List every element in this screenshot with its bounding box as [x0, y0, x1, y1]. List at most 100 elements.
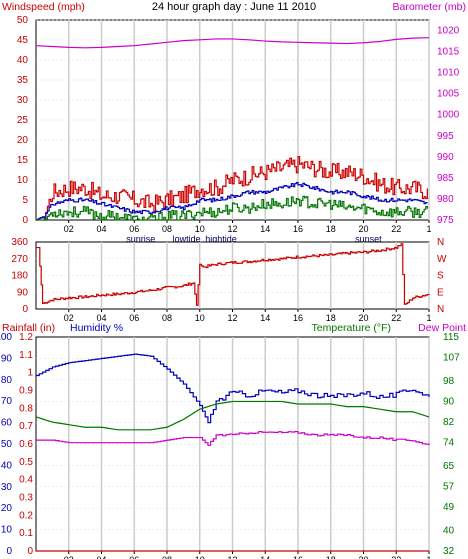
x-tick-label: 12 — [227, 313, 237, 323]
x-tick-label: 08 — [162, 224, 172, 234]
y-tick-label-rainfall: 0.7 — [19, 421, 33, 432]
axis-label-humidity: Humidity % — [70, 322, 123, 334]
x-tick-label: 06 — [129, 313, 139, 323]
y-tick-label-temperature: 74 — [443, 438, 455, 449]
x-tick-label: 20 — [358, 555, 368, 559]
x-tick-label: 10 — [195, 313, 205, 323]
y-tick-label-windspeed: 5 — [22, 195, 28, 206]
x-tick-label: 16 — [293, 224, 303, 234]
series-line-average — [36, 181, 428, 221]
x-tick-label: 04 — [96, 224, 106, 234]
x-tick-label: 12 — [227, 224, 237, 234]
y-tick-label-direction: 360 — [11, 237, 28, 248]
y-tick-label-windspeed: 0 — [22, 215, 28, 226]
y-tick-label-temperature: 49 — [443, 502, 455, 513]
y-tick-label-humidity: 80 — [1, 375, 13, 386]
y-tick-label-direction: 0 — [22, 304, 28, 315]
y-tick-label-temperature: 98 — [443, 376, 455, 387]
y-tick-label-barometer: 1010 — [437, 68, 460, 79]
x-event-marker-sunrise: sunrise — [126, 234, 155, 244]
y-tick-label-rainfall: 0 — [27, 546, 33, 557]
x-tick-label: 18 — [326, 313, 336, 323]
y-tick-label-barometer: 1015 — [437, 47, 460, 58]
x-tick-label: 20 — [358, 224, 368, 234]
axis-label-rainfall: Rainfall (in) — [2, 322, 55, 334]
y-tick-label-humidity: 100 — [0, 332, 12, 343]
chart-title: 24 hour graph day : June 11 2010 — [152, 1, 316, 13]
x-tick-label: 12 — [227, 555, 237, 559]
y-tick-label-barometer: 995 — [437, 131, 454, 142]
x-tick-label: 16 — [293, 313, 303, 323]
series-line-temperature — [35, 400, 430, 431]
y-tick-label-windspeed: 25 — [17, 115, 29, 126]
y-tick-label-humidity: 10 — [1, 525, 13, 536]
x-tick-label: 10 — [195, 224, 205, 234]
y-tick-label-humidity: 20 — [1, 503, 13, 514]
y-tick-label-barometer: 975 — [437, 215, 454, 226]
y-tick-label-rainfall: 0.2 — [19, 510, 33, 521]
y-tick-label-rainfall: 1.1 — [19, 350, 33, 361]
y-tick-label-windspeed: 45 — [17, 35, 29, 46]
x-tick-label: 14 — [260, 224, 270, 234]
y-tick-label-temperature: 82 — [443, 417, 455, 428]
series-line-barometer — [35, 37, 430, 49]
x-tick-label: 08 — [162, 313, 172, 323]
axis-label-barometer: Barometer (mb) — [392, 1, 466, 13]
y-tick-label-humidity: 50 — [1, 439, 13, 450]
x-tick-label: 22 — [391, 555, 401, 559]
y-tick-label-windspeed: 50 — [17, 15, 29, 26]
y-tick-label-compass: N — [437, 304, 444, 315]
y-tick-label-rainfall: 0.3 — [19, 493, 33, 504]
x-tick-label: 1 — [426, 224, 431, 234]
y-tick-label-compass: E — [437, 287, 444, 298]
y-tick-label-temperature: 115 — [443, 332, 459, 343]
series-line-speed — [36, 195, 428, 221]
x-event-marker-sunset: sunset — [355, 234, 382, 244]
y-tick-label-direction: 180 — [11, 271, 28, 282]
x-tick-label: 04 — [96, 313, 106, 323]
x-tick-label: 02 — [64, 313, 74, 323]
x-tick-label: 1 — [426, 313, 431, 323]
x-tick-label: 16 — [293, 555, 303, 559]
y-tick-label-rainfall: 1 — [27, 368, 33, 379]
x-tick-label: 04 — [96, 555, 106, 559]
y-tick-label-windspeed: 10 — [17, 175, 29, 186]
x-tick-label: 10 — [195, 555, 205, 559]
y-tick-label-rainfall: 0.1 — [19, 528, 33, 539]
y-tick-label-windspeed: 35 — [17, 75, 29, 86]
y-tick-label-windspeed: 20 — [17, 135, 29, 146]
x-event-marker-hightide: hightide — [205, 234, 237, 244]
axis-label-dewpoint: Dew Point — [418, 322, 466, 334]
y-tick-label-rainfall: 0.4 — [19, 475, 33, 486]
y-tick-label-humidity: 30 — [1, 482, 13, 493]
y-tick-label-barometer: 1005 — [437, 89, 460, 100]
series-line-dewpoint — [36, 430, 430, 446]
y-tick-label-barometer: 985 — [437, 173, 454, 184]
x-tick-label: 02 — [64, 555, 74, 559]
x-tick-label: 06 — [129, 224, 139, 234]
y-tick-label-barometer: 980 — [437, 194, 454, 205]
x-event-marker-lowtide: lowtide — [173, 234, 201, 244]
y-tick-label-barometer: 1000 — [437, 110, 460, 121]
x-tick-label: 08 — [162, 555, 172, 559]
y-tick-label-direction: 270 — [11, 254, 28, 265]
series-line-humidity — [36, 353, 430, 424]
y-tick-label-temperature: 107 — [443, 353, 460, 364]
x-tick-label: 22 — [391, 313, 401, 323]
y-tick-label-windspeed: 15 — [17, 155, 29, 166]
y-tick-label-humidity: 90 — [1, 353, 13, 364]
series-line-direction — [36, 243, 430, 306]
x-tick-label: 14 — [260, 555, 270, 559]
axis-label-windspeed: Windspeed (mph) — [2, 1, 85, 13]
y-tick-label-temperature: 32 — [443, 546, 455, 557]
y-tick-label-rainfall: 0.8 — [19, 403, 33, 414]
y-tick-label-compass: S — [437, 271, 444, 282]
x-tick-label: 18 — [326, 555, 336, 559]
x-tick-label: 20 — [358, 313, 368, 323]
y-tick-label-compass: W — [437, 254, 447, 265]
x-tick-label: 02 — [64, 224, 74, 234]
y-tick-label-rainfall: 0.5 — [19, 457, 33, 468]
y-tick-label-humidity: 40 — [1, 460, 13, 471]
